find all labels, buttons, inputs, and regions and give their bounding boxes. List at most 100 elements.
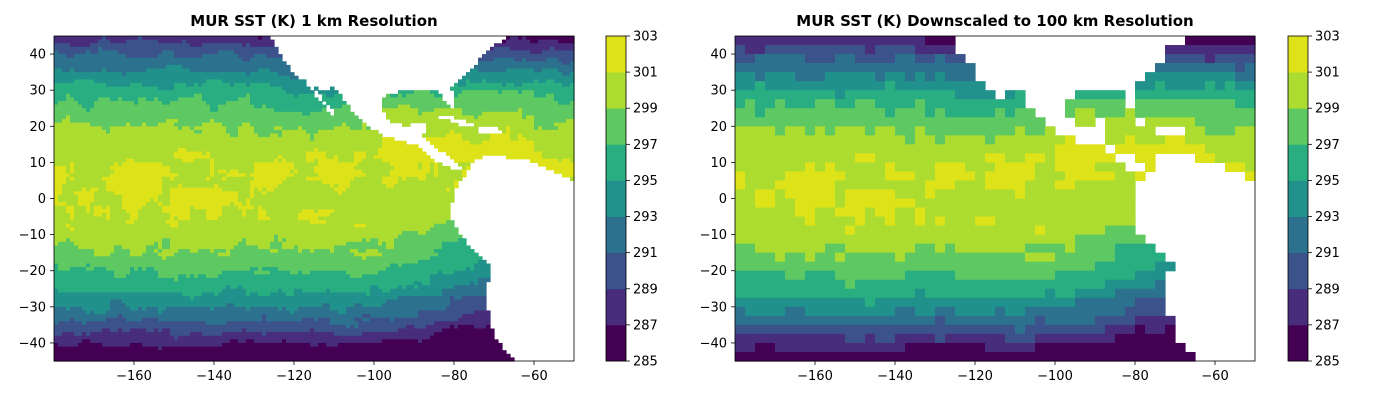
sst-cell	[955, 270, 1056, 281]
sst-cell	[785, 126, 806, 136]
sst-cell	[146, 306, 159, 312]
sst-cell	[1135, 171, 1146, 182]
sst-cell	[454, 104, 575, 109]
sst-cell	[446, 133, 463, 138]
sst-cell	[735, 252, 776, 263]
sst-cell	[238, 285, 243, 290]
sst-cell	[558, 126, 575, 131]
sst-cell	[90, 263, 391, 268]
sst-cell	[1045, 315, 1096, 326]
sst-cell	[805, 54, 836, 64]
sst-cell	[94, 79, 207, 84]
sst-cell	[122, 328, 131, 333]
sst-cell	[390, 93, 399, 98]
sst-cell	[775, 180, 836, 191]
sst-cell	[130, 82, 143, 88]
sst-cell	[146, 249, 155, 254]
sst-cell	[562, 61, 571, 66]
sst-cell	[434, 249, 475, 254]
sst-cell	[162, 180, 251, 185]
sst-cell	[835, 162, 886, 173]
sst-cell	[805, 270, 836, 281]
sst-cell	[462, 111, 483, 117]
sst-cell	[162, 202, 171, 207]
sst-cell	[1135, 153, 1156, 163]
sst-cell	[382, 144, 419, 149]
sst-cell	[835, 189, 846, 200]
sst-cell	[935, 135, 946, 145]
sst-cell	[158, 39, 183, 44]
sst-cell	[138, 36, 143, 41]
sst-cell	[54, 64, 167, 70]
sst-cell	[230, 252, 355, 257]
sst-cell	[162, 328, 171, 333]
sst-cell	[266, 104, 327, 109]
sst-cell	[202, 97, 239, 102]
sst-cell	[78, 198, 95, 203]
sst-cell	[94, 310, 107, 315]
sst-cell	[122, 314, 263, 319]
sst-cell	[198, 82, 203, 88]
sst-cell	[78, 202, 91, 207]
sst-cell	[258, 292, 271, 297]
sst-cell	[70, 227, 75, 232]
sst-cell	[534, 126, 539, 131]
sst-cell	[70, 169, 75, 174]
sst-cell	[294, 169, 299, 174]
sst-cell	[98, 46, 103, 52]
sst-cell	[915, 243, 936, 254]
sst-cell	[234, 245, 259, 250]
sst-cell	[362, 126, 367, 131]
sst-cell	[270, 68, 291, 73]
sst-cell	[102, 176, 163, 182]
sst-cell	[170, 198, 239, 203]
sst-cell	[94, 104, 211, 109]
sst-cell	[895, 207, 916, 218]
sst-cell	[935, 108, 946, 118]
sst-cell	[130, 252, 143, 257]
colorbar-tick-label: 299	[633, 102, 658, 117]
sst-cell	[318, 90, 339, 95]
sst-cell	[1105, 126, 1156, 136]
sst-cell	[206, 209, 223, 214]
sst-cell	[450, 155, 483, 160]
sst-cell	[298, 93, 315, 98]
sst-cell	[94, 198, 123, 203]
sst-cell	[54, 50, 59, 55]
sst-cell	[995, 162, 1036, 173]
sst-cell	[158, 54, 175, 59]
sst-cell	[250, 267, 259, 272]
sst-cell	[522, 115, 527, 120]
sst-cell	[274, 238, 279, 243]
sst-cell	[62, 119, 71, 124]
sst-cell	[975, 171, 986, 182]
sst-cell	[110, 166, 171, 171]
sst-cell	[162, 241, 171, 247]
sst-cell	[1035, 315, 1046, 326]
sst-cell	[270, 241, 283, 247]
sst-cell	[74, 241, 155, 247]
colorbar-segment	[606, 108, 626, 145]
sst-cell	[214, 169, 219, 174]
sst-cell	[242, 209, 247, 214]
sst-heatmap-100km	[735, 36, 1256, 362]
sst-cell	[194, 129, 203, 135]
sst-cell	[558, 57, 575, 62]
sst-cell	[845, 90, 956, 100]
sst-cell	[470, 68, 479, 73]
sst-cell	[442, 292, 487, 297]
sst-cell	[54, 245, 79, 250]
sst-cell	[130, 342, 143, 348]
sst-cell	[74, 54, 127, 59]
sst-cell	[202, 82, 231, 88]
sst-cell	[158, 241, 163, 247]
sst-cell	[438, 162, 443, 167]
colorbar-tick-label: 295	[1315, 174, 1340, 189]
sst-cell	[570, 176, 575, 182]
sst-cell	[258, 187, 263, 192]
sst-cell	[362, 303, 383, 308]
sst-cell	[865, 333, 876, 344]
sst-cell	[54, 285, 227, 290]
sst-cell	[1205, 126, 1236, 136]
sst-cell	[358, 249, 367, 254]
